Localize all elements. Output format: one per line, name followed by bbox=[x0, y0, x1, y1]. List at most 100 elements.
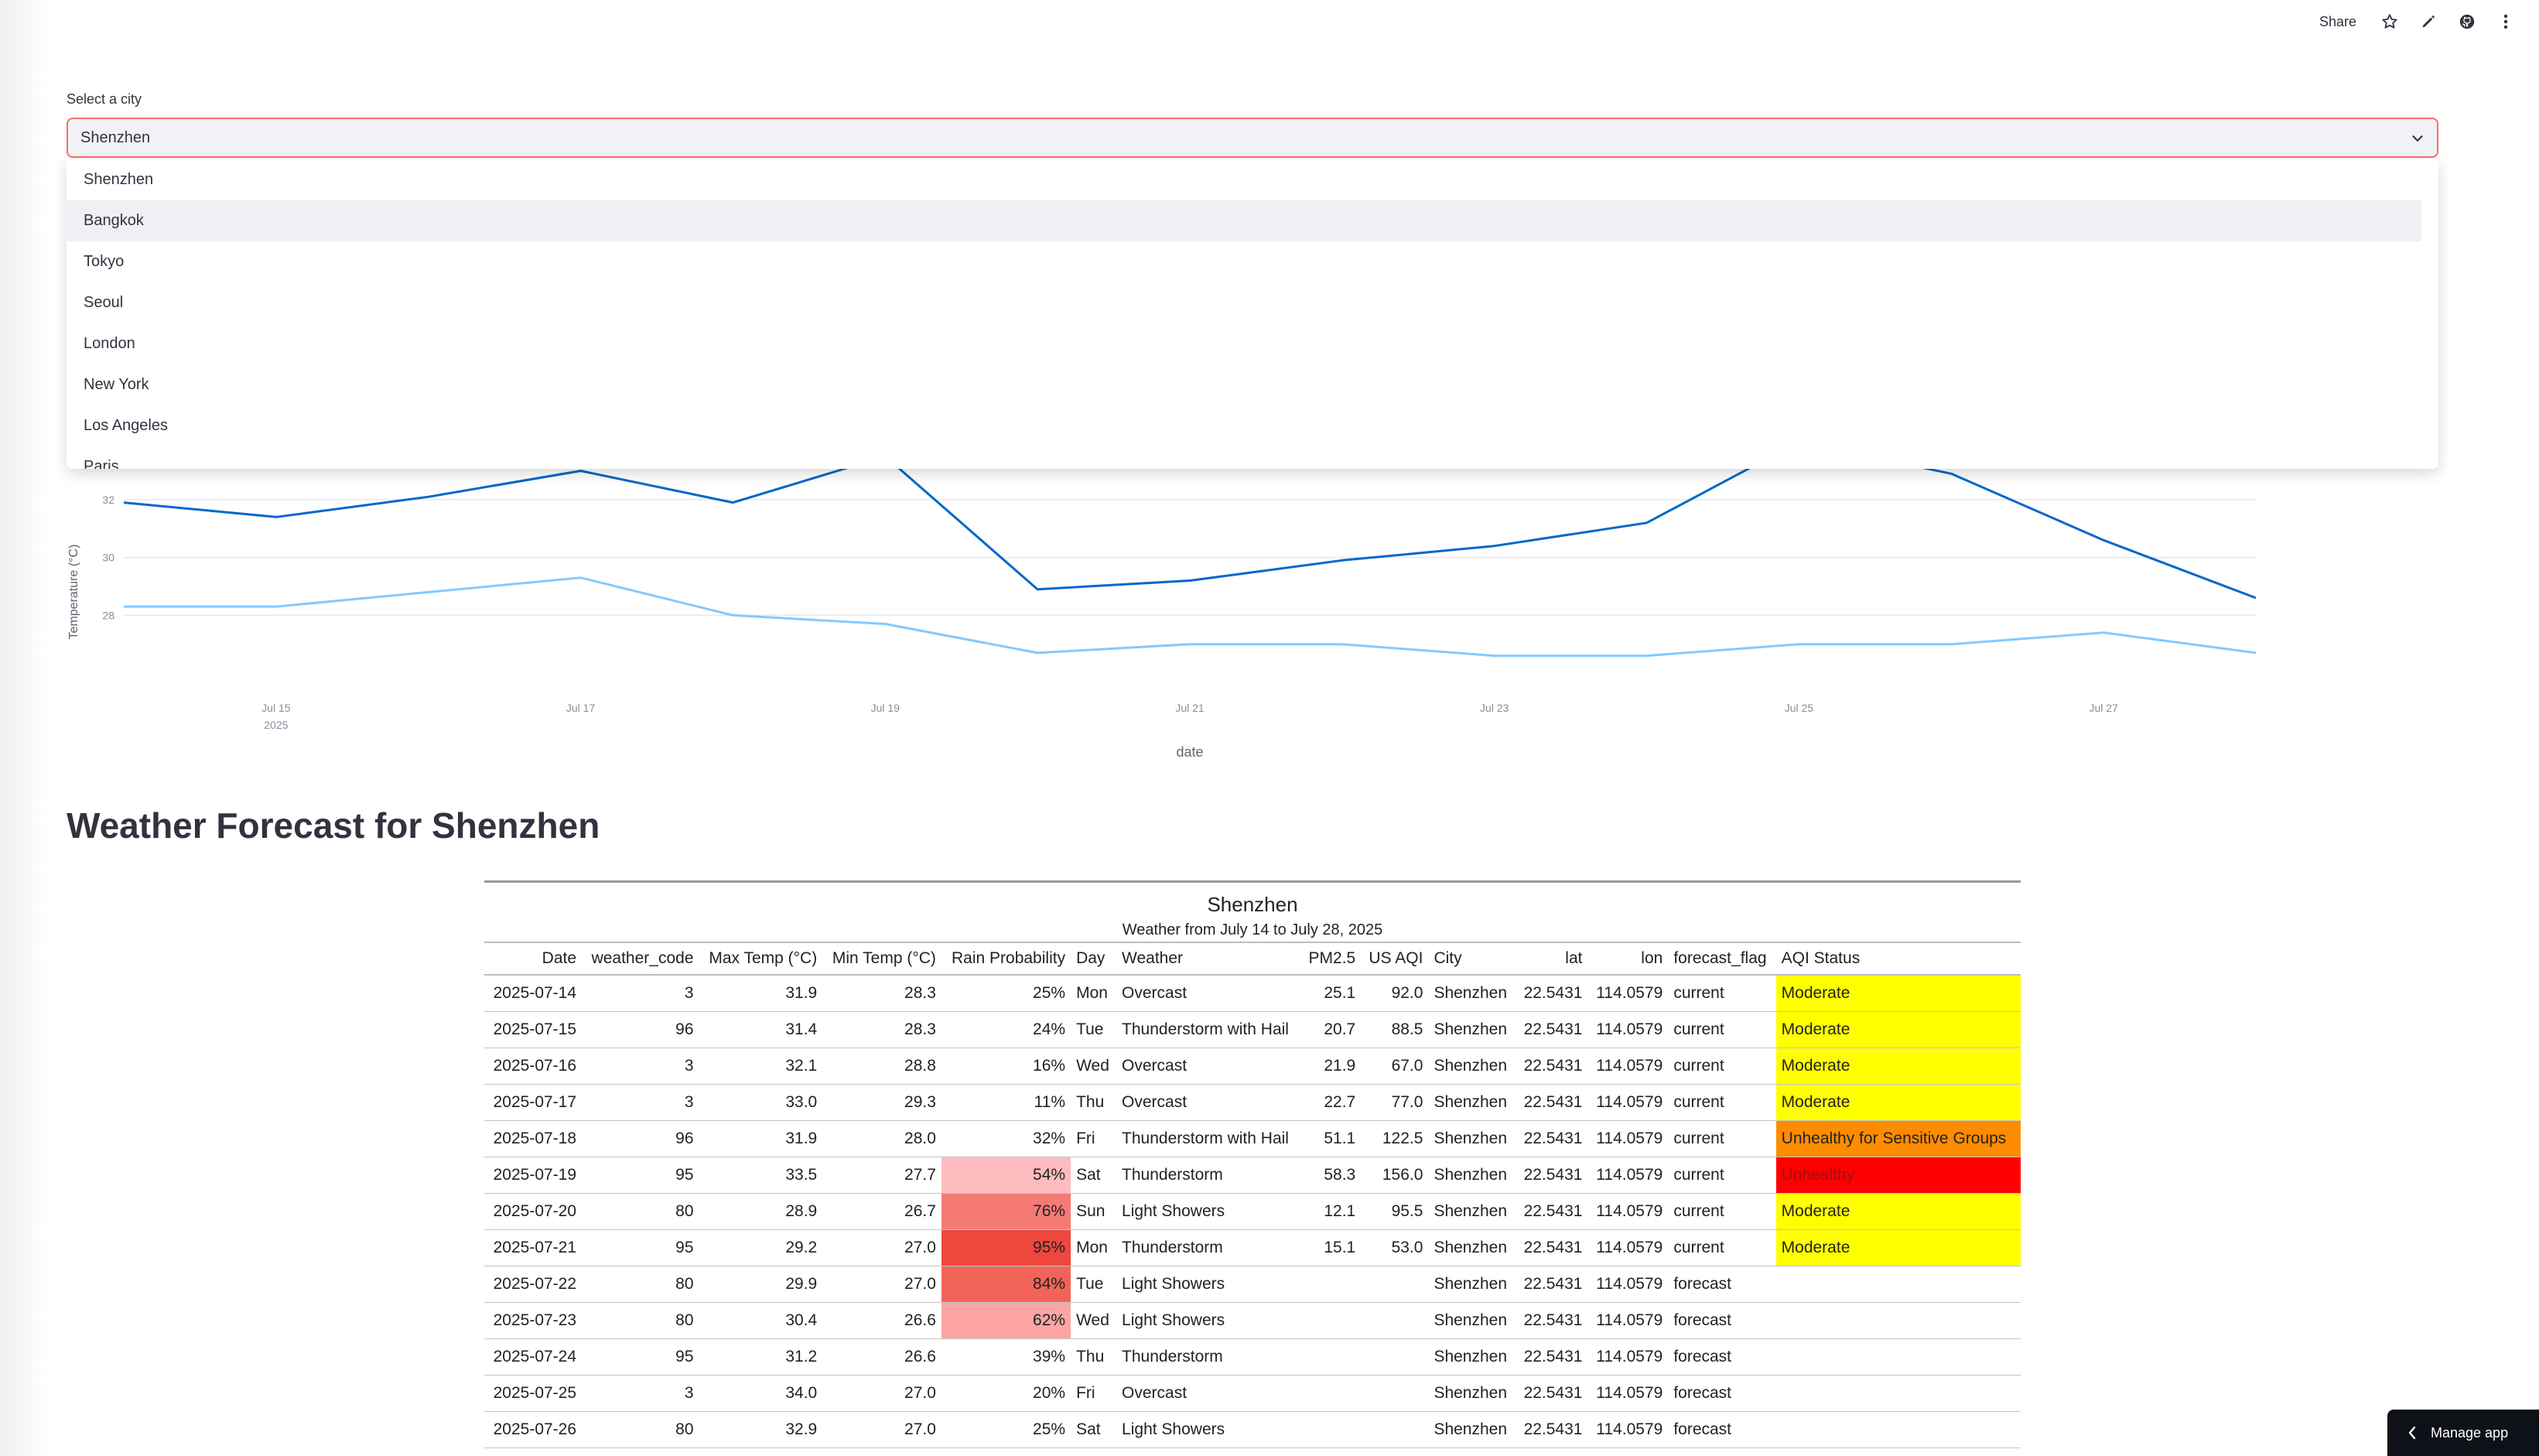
share-button[interactable]: Share bbox=[2319, 13, 2356, 29]
table-cell: 34.0 bbox=[699, 1375, 823, 1412]
table-cell: 114.0579 bbox=[1587, 1011, 1669, 1048]
table-cell: 53.0 bbox=[1361, 1229, 1429, 1266]
table-cell: 27.0 bbox=[822, 1375, 941, 1412]
table-cell: 28.0 bbox=[822, 1120, 941, 1157]
table-cell: 88.5 bbox=[1361, 1011, 1429, 1048]
table-cell: Shenzhen bbox=[1428, 975, 1516, 1012]
table-cell: Thunderstorm with Hail bbox=[1116, 1011, 1301, 1048]
table-cell bbox=[1775, 1411, 2021, 1448]
table-cell bbox=[1361, 1338, 1429, 1376]
table-cell: 33.0 bbox=[699, 1084, 823, 1121]
forecast-table: Date weather_code Max Temp (°C) Min Temp (°… bbox=[484, 942, 2021, 1448]
city-select[interactable]: Shenzhen bbox=[67, 118, 2438, 158]
forecast-table-container: Shenzhen Weather from July 14 to July 28… bbox=[484, 880, 2021, 1448]
table-cell: Overcast bbox=[1116, 1375, 1301, 1412]
table-cell: 58.3 bbox=[1300, 1157, 1362, 1194]
dropdown-option[interactable]: Bangkok bbox=[67, 200, 2421, 241]
table-cell: 114.0579 bbox=[1587, 1157, 1669, 1194]
column-header: Max Temp (°C) bbox=[699, 942, 823, 976]
x-tick-label: Jul 23 bbox=[1480, 702, 1509, 714]
dropdown-option[interactable]: New York bbox=[84, 376, 149, 393]
table-cell: current bbox=[1668, 1084, 1776, 1121]
table-cell: Light Showers bbox=[1116, 1302, 1301, 1339]
table-cell: 26.6 bbox=[822, 1302, 941, 1339]
table-cell bbox=[1775, 1302, 2021, 1339]
series-line-temperature_min bbox=[124, 576, 2257, 658]
table-cell: 25% bbox=[941, 1411, 1071, 1448]
table-cell: 21.9 bbox=[1300, 1048, 1362, 1085]
y-tick-label: 30 bbox=[102, 552, 114, 564]
more-icon[interactable] bbox=[2496, 12, 2516, 32]
dropdown-option[interactable]: London bbox=[84, 335, 135, 352]
table-title: Shenzhen bbox=[1207, 893, 1298, 916]
dropdown-option[interactable]: Shenzhen bbox=[84, 171, 154, 188]
table-cell: 31.9 bbox=[699, 1120, 823, 1157]
table-cell: 28.3 bbox=[822, 1011, 941, 1048]
table-cell: 26.7 bbox=[822, 1193, 941, 1230]
table-cell: 2025-07-25 bbox=[484, 1375, 583, 1412]
column-header: Day bbox=[1071, 942, 1117, 976]
dropdown-option[interactable]: Los Angeles bbox=[84, 417, 168, 434]
x-axis-title: date bbox=[1176, 744, 1203, 760]
star-icon[interactable] bbox=[2380, 12, 2400, 32]
column-header: lat bbox=[1516, 942, 1588, 976]
app-toolbar: Share bbox=[2319, 9, 2516, 34]
table-cell: Shenzhen bbox=[1428, 1266, 1516, 1303]
column-header: Weather bbox=[1116, 942, 1301, 976]
table-cell: Fri bbox=[1071, 1375, 1117, 1412]
column-header: Date bbox=[484, 942, 583, 976]
chevron-left-icon bbox=[2408, 1426, 2416, 1440]
table-cell: 22.5431 bbox=[1516, 1411, 1588, 1448]
table-cell: Unhealthy for Sensitive Groups bbox=[1775, 1120, 2021, 1157]
table-cell: 31.9 bbox=[699, 975, 823, 1012]
github-icon[interactable] bbox=[2457, 12, 2477, 32]
table-cell: 22.5431 bbox=[1516, 1229, 1588, 1266]
table-cell: 51.1 bbox=[1300, 1120, 1362, 1157]
edit-icon[interactable] bbox=[2418, 12, 2438, 32]
column-header: City bbox=[1428, 942, 1516, 976]
table-cell: 11% bbox=[941, 1084, 1071, 1121]
table-cell: 3 bbox=[582, 1375, 699, 1412]
temperature-chart[interactable]: 28 30 32 Jul 15 2025 Jul 17 Jul 19 Jul 21 Jul 23… bbox=[54, 433, 2298, 774]
table-cell: Shenzhen bbox=[1428, 1157, 1516, 1194]
table-cell: 62% bbox=[941, 1302, 1071, 1339]
table-cell: 22.5431 bbox=[1516, 1011, 1588, 1048]
table-cell: Shenzhen bbox=[1428, 1084, 1516, 1121]
table-cell: 22.5431 bbox=[1516, 1193, 1588, 1230]
table-cell: 30.4 bbox=[699, 1302, 823, 1339]
table-cell: 2025-07-22 bbox=[484, 1266, 583, 1303]
table-cell: 2025-07-18 bbox=[484, 1120, 583, 1157]
table-cell: 29.3 bbox=[822, 1084, 941, 1121]
table-cell: 22.5431 bbox=[1516, 1048, 1588, 1085]
table-cell: 33.5 bbox=[699, 1157, 823, 1194]
table-row: 2025-07-22 80 29.9 27.0 84% Tue Light Showers S… bbox=[484, 1266, 2021, 1303]
x-tick-label: Jul 27 bbox=[2089, 702, 2118, 714]
table-cell: 76% bbox=[941, 1193, 1071, 1230]
table-cell: 2025-07-15 bbox=[484, 1011, 583, 1048]
table-cell: 22.7 bbox=[1300, 1084, 1362, 1121]
table-cell: 80 bbox=[582, 1302, 699, 1339]
dropdown-option[interactable]: Paris bbox=[84, 458, 119, 469]
table-cell: 2025-07-16 bbox=[484, 1048, 583, 1085]
table-cell: 80 bbox=[582, 1266, 699, 1303]
table-cell: 80 bbox=[582, 1193, 699, 1230]
table-cell: 156.0 bbox=[1361, 1157, 1429, 1194]
table-cell: Moderate bbox=[1775, 1193, 2021, 1230]
dropdown-option[interactable]: Seoul bbox=[84, 294, 124, 311]
table-cell: 22.5431 bbox=[1516, 1375, 1588, 1412]
chevron-up-icon[interactable] bbox=[2409, 130, 2426, 147]
table-cell: 12.1 bbox=[1300, 1193, 1362, 1230]
table-cell bbox=[1361, 1302, 1429, 1339]
table-cell: 114.0579 bbox=[1587, 1120, 1669, 1157]
table-row: 2025-07-24 95 31.2 26.6 39% Thu Thunderstorm Sh… bbox=[484, 1338, 2021, 1376]
table-cell bbox=[1775, 1266, 2021, 1303]
table-cell: 114.0579 bbox=[1587, 1193, 1669, 1230]
table-row: 2025-07-18 96 31.9 28.0 32% Fri Thunderstorm w… bbox=[484, 1120, 2021, 1157]
table-cell: 25.1 bbox=[1300, 975, 1362, 1012]
table-cell bbox=[1361, 1375, 1429, 1412]
manage-app-button[interactable]: Manage app bbox=[2387, 1410, 2539, 1456]
table-cell: Wed bbox=[1071, 1302, 1117, 1339]
dropdown-option[interactable]: Tokyo bbox=[84, 253, 125, 270]
table-cell bbox=[1300, 1338, 1362, 1376]
table-cell: current bbox=[1668, 1120, 1776, 1157]
